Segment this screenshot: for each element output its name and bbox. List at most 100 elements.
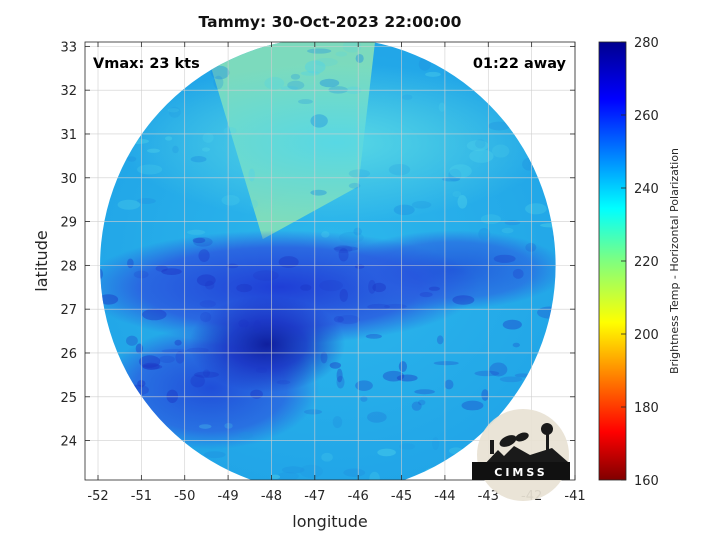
texture-blob [478, 228, 491, 241]
texture-blob [146, 148, 160, 153]
tower-icon [546, 432, 549, 454]
texture-blob [382, 370, 405, 382]
texture-blob [161, 268, 182, 276]
y-axis-label: latitude [32, 230, 51, 291]
texture-blob [537, 306, 556, 319]
texture-blob [236, 283, 253, 293]
texture-blob [328, 86, 348, 94]
colorbar-label: Brightness Temp - Horizontal Polarizatio… [668, 148, 681, 374]
texture-blob [204, 280, 215, 290]
y-tick-label: 24 [60, 435, 77, 450]
colorbar-ticks: 160 180 200 220 240 260 280 [621, 36, 659, 489]
texture-blob [168, 106, 181, 118]
texture-blob [353, 227, 362, 236]
texture-blob [461, 400, 484, 411]
y-tick-label: 31 [60, 128, 77, 143]
colorbar-tick-label: 260 [634, 109, 659, 124]
texture-blob [136, 164, 163, 175]
texture-blob [307, 48, 332, 54]
texture-blob [136, 198, 156, 204]
texture-blob [319, 279, 343, 292]
texture-blob [321, 452, 333, 462]
texture-blob [504, 220, 521, 226]
texture-blob [419, 292, 433, 298]
texture-blob [433, 361, 459, 366]
axes-box [84, 41, 576, 481]
texture-blob [488, 121, 511, 131]
texture-blob [224, 422, 233, 429]
texture-blob [194, 371, 220, 378]
texture-blob [138, 355, 161, 368]
texture-blob [253, 320, 262, 334]
texture-blob [126, 335, 138, 346]
texture-blob [334, 245, 353, 254]
texture-blob [489, 362, 508, 377]
texture-blob [213, 75, 224, 90]
texture-blob [469, 149, 494, 163]
texture-blob [210, 65, 230, 80]
texture-blob [186, 347, 209, 354]
x-tick-label: -41 [564, 489, 585, 504]
texture-blob [491, 144, 510, 158]
x-tick-label: -46 [348, 489, 369, 504]
texture-blob [501, 227, 514, 234]
texture-blob [290, 73, 301, 80]
y-tick-label: 32 [60, 84, 77, 99]
texture-blob [203, 451, 226, 459]
texture-blob [287, 80, 305, 90]
y-axis: 24 25 26 27 28 29 30 31 32 33 [60, 40, 575, 450]
texture-blob [338, 248, 349, 262]
texture-blob [372, 282, 386, 293]
texture-blob [200, 311, 212, 323]
texture-blob [452, 190, 462, 198]
texture-blob [221, 195, 240, 206]
texture-blob [319, 78, 340, 88]
texture-blob [164, 136, 173, 141]
x-tick-label: -51 [131, 489, 152, 504]
texture-blob [348, 182, 361, 189]
texture-blob [444, 379, 454, 390]
texture-blob [398, 361, 407, 373]
x-axis: -52-51-50-49-48-47-46-45-44-43-42-41 [87, 42, 586, 504]
texture-blob [321, 231, 330, 238]
texture-blob [436, 335, 444, 345]
texture-blob [474, 139, 486, 149]
texture-blob [100, 294, 119, 305]
cold-band-east [340, 230, 556, 310]
texture-blob [299, 464, 323, 478]
texture-blob [223, 126, 237, 135]
texture-blob [252, 270, 279, 281]
texture-blob [166, 389, 179, 403]
texture-blob [201, 147, 211, 152]
texture-blob [300, 71, 320, 76]
cimss-logo: CIMSS [472, 409, 570, 501]
texture-blob [159, 355, 175, 363]
texture-blob [198, 249, 210, 263]
texture-blob [354, 264, 365, 269]
texture-blob [411, 401, 422, 411]
texture-blob [199, 300, 216, 308]
texture-blob [493, 254, 516, 263]
colorbar-tick-label: 220 [634, 255, 659, 270]
logo-banner [472, 462, 570, 480]
x-tick-label: -45 [391, 489, 412, 504]
texture-blob [248, 168, 255, 182]
texture-blob [320, 351, 328, 364]
texture-blob [117, 199, 141, 210]
x-tick-label: -52 [87, 489, 108, 504]
y-tick-label: 33 [60, 40, 77, 55]
texture-blob [264, 76, 285, 90]
texture-blob [377, 448, 396, 457]
logo-text: CIMSS [494, 466, 547, 479]
texture-blob [238, 431, 253, 439]
x-tick-label: -47 [304, 489, 325, 504]
texture-blob [335, 51, 348, 57]
texture-blob [337, 315, 360, 325]
texture-blob [333, 246, 359, 252]
x-tick-label: -50 [174, 489, 195, 504]
texture-blob [502, 319, 522, 330]
texture-blob [276, 380, 291, 385]
eyewall-core [189, 296, 346, 393]
texture-blob [480, 214, 501, 225]
